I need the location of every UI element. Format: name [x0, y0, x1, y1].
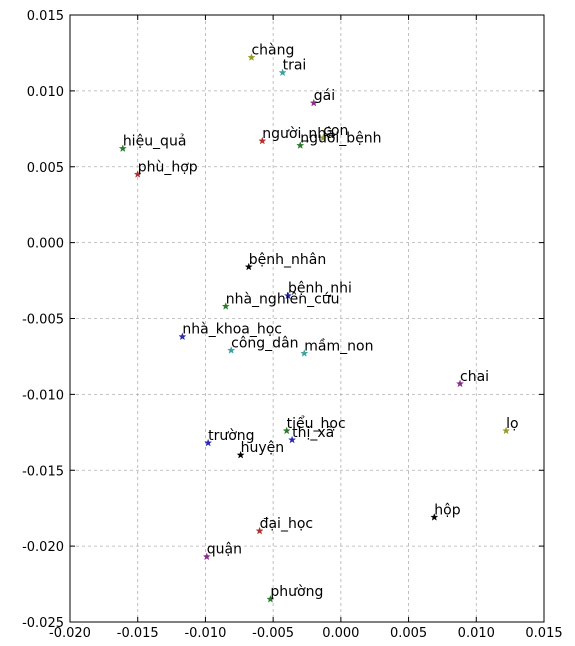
point-label: hiệu_quả — [123, 134, 187, 150]
point-label: trai — [283, 58, 307, 74]
scatter-point: nhà_nghiên_cứu — [221, 291, 340, 310]
point-marker — [118, 144, 127, 152]
y-tick-label: 0.000 — [27, 237, 64, 252]
y-tick-label: -0.005 — [22, 313, 64, 328]
point-label: gái — [314, 88, 335, 104]
point-label: tiểu_học — [287, 415, 346, 432]
scatter-point: huyện — [236, 440, 285, 459]
axis-ticks: -0.020 -0.015 -0.010 -0.005 0.000 0.005 0.010 0… — [22, 9, 563, 641]
point-label: chàng — [251, 42, 294, 58]
point-label: mầm_non — [304, 338, 373, 354]
y-tick-label: -0.025 — [22, 616, 64, 631]
point-label: bệnh_nhi — [288, 281, 352, 297]
point-marker — [258, 136, 267, 145]
point-marker — [133, 170, 142, 178]
point-label: thị_xã — [292, 425, 334, 441]
y-tick-label: -0.010 — [22, 388, 64, 403]
point-label: người_nhà — [262, 126, 334, 142]
point-label: phường — [270, 584, 323, 600]
point-label: huyện — [241, 440, 285, 456]
point-marker — [319, 133, 328, 142]
scatter-point: lọ — [502, 416, 519, 435]
point-marker — [300, 349, 309, 357]
x-tick-label: 0.005 — [390, 626, 427, 641]
point-marker — [227, 346, 236, 354]
point-label: nhà_khoa_học — [182, 322, 282, 338]
point-label: trường — [208, 428, 254, 444]
point-marker — [502, 426, 511, 435]
point-label: con — [323, 123, 348, 139]
scatter-point: quận — [202, 542, 242, 561]
scatter-point: nhà_khoa_học — [178, 322, 282, 341]
scatter-point: hiệu_quả — [118, 134, 187, 152]
point-label: đại_học — [260, 516, 314, 532]
point-marker — [288, 435, 297, 444]
point-marker — [309, 98, 318, 107]
scatter-point: hộp — [430, 502, 461, 521]
point-label: hộp — [434, 502, 460, 518]
x-tick-label: -0.015 — [117, 626, 159, 641]
x-tick-label: -0.020 — [49, 626, 91, 641]
y-tick-label: -0.015 — [22, 464, 64, 479]
point-marker — [178, 332, 187, 341]
scatter-point: chàng — [247, 42, 294, 61]
point-label: người_bệnh — [300, 131, 381, 147]
x-tick-label: 0.015 — [525, 626, 562, 641]
scatter-point: bệnh_nhi — [284, 281, 352, 300]
scatter-point: mầm_non — [300, 338, 373, 357]
scatter-point: người_bệnh — [296, 131, 382, 149]
x-tick-label: -0.010 — [184, 626, 226, 641]
scatter-point: phù_hợp — [133, 159, 198, 178]
point-marker — [266, 595, 275, 603]
y-tick-label: 0.010 — [27, 85, 64, 100]
scatter-point: con — [319, 123, 348, 142]
x-tick-label: 0.010 — [458, 626, 495, 641]
point-label: bệnh_nhân — [249, 252, 326, 268]
y-tick-label: 0.015 — [27, 9, 64, 24]
scatter-point: trai — [278, 58, 307, 77]
scatter-point: chai — [456, 369, 489, 388]
y-tick-label: 0.005 — [27, 161, 64, 176]
scatter-point: phường — [266, 584, 323, 603]
scatter-point: tiểu_học — [282, 415, 346, 435]
point-marker — [247, 53, 256, 61]
point-marker — [278, 68, 287, 77]
point-marker — [204, 438, 213, 447]
point-marker — [221, 302, 230, 310]
point-label: lọ — [506, 416, 518, 432]
point-marker — [236, 450, 245, 459]
scatter-point: đại_học — [255, 516, 314, 535]
point-marker — [282, 426, 291, 435]
point-marker — [284, 291, 293, 300]
point-marker — [296, 141, 305, 149]
point-label: công_dân — [231, 335, 298, 351]
scatter-point: gái — [309, 88, 335, 107]
y-tick-label: -0.020 — [22, 540, 64, 555]
point-marker — [202, 552, 211, 561]
x-tick-label: -0.005 — [252, 626, 294, 641]
x-tick-label: 0.000 — [322, 626, 359, 641]
point-label: phù_hợp — [138, 159, 198, 175]
point-marker — [255, 526, 264, 535]
point-label: chai — [460, 369, 489, 385]
scatter-point: người_nhà — [258, 126, 335, 145]
scatter-point: công_dân — [227, 335, 299, 354]
point-marker — [430, 513, 439, 521]
point-marker — [456, 379, 465, 388]
scatter-point: trường — [204, 428, 255, 447]
point-marker — [244, 262, 253, 271]
scatter-point: bệnh_nhân — [244, 252, 326, 271]
scatter-point: thị_xã — [288, 425, 334, 444]
point-label: quận — [207, 542, 242, 558]
point-label: nhà_nghiên_cứu — [226, 291, 340, 307]
